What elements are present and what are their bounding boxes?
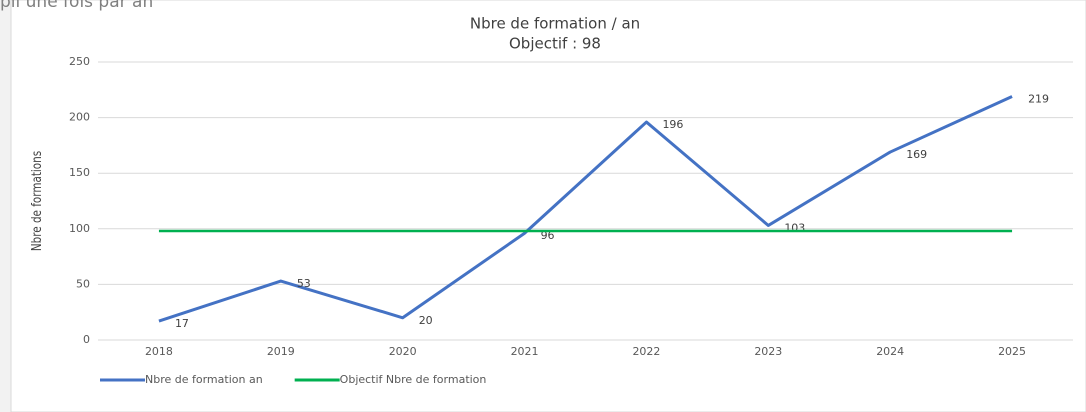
data-label: 20 [419, 314, 433, 327]
x-tick-label: 2024 [876, 345, 904, 358]
chart-subtitle: Objectif : 98 [509, 35, 601, 53]
legend-label: Nbre de formation an [145, 373, 263, 386]
page-fragment: pli une fois par an [0, 0, 153, 12]
y-axis-label: Nbre de formations [29, 151, 44, 251]
x-tick-label: 2019 [267, 345, 295, 358]
data-label: 169 [906, 148, 927, 161]
y-tick-label: 250 [69, 55, 90, 68]
x-tick-label: 2025 [998, 345, 1026, 358]
y-tick-label: 100 [69, 222, 90, 235]
line-series [158, 95, 1013, 323]
legend-label: Objectif Nbre de formation [340, 373, 487, 386]
x-tick-label: 2022 [632, 345, 660, 358]
data-label: 17 [175, 317, 189, 330]
chart-title: Nbre de formation / an [470, 15, 640, 33]
x-tick-label: 2021 [511, 345, 539, 358]
chart-area [10, 0, 1086, 412]
data-label: 219 [1028, 92, 1049, 105]
x-tick-label: 2018 [145, 345, 173, 358]
y-tick-label: 200 [69, 111, 90, 124]
x-tick-label: 2020 [389, 345, 417, 358]
data-label: 53 [297, 277, 311, 290]
y-tick-label: 0 [83, 333, 90, 346]
data-label: 196 [662, 118, 683, 131]
y-tick-label: 150 [69, 166, 90, 179]
x-tick-label: 2023 [754, 345, 782, 358]
data-label: 96 [541, 229, 555, 242]
data-label: 103 [784, 221, 805, 234]
y-tick-label: 50 [76, 277, 90, 290]
